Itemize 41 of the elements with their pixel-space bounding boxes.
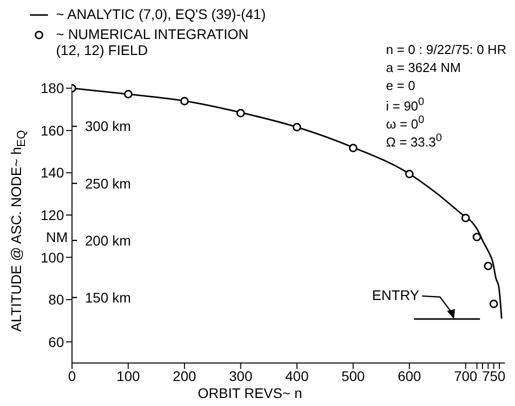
x-tick-label: 500	[341, 368, 366, 384]
y-tick-label: 60	[48, 334, 64, 350]
text: a = 3624 NM	[386, 60, 461, 75]
x-tick-label: 600	[398, 368, 422, 384]
y2-tick-label: 150 km	[85, 289, 131, 306]
x-tick-label: 400	[285, 368, 309, 384]
point	[124, 90, 132, 98]
point	[472, 232, 482, 242]
y-tick-label: 120	[40, 207, 64, 224]
y2-tick-label: 200 km	[85, 232, 131, 248]
y-tick-label: 140	[40, 164, 64, 181]
text: n = 0 : 9/22/75: 0 HR	[386, 42, 506, 57]
point	[180, 96, 189, 106]
legend-label: ~ ANALYTIC (7,0), EQ'S (39)-(41)	[56, 6, 266, 22]
point	[484, 262, 492, 270]
y2-tick-label: 300 km	[85, 118, 131, 134]
point	[348, 144, 358, 152]
annotation: i = 90$^{0}$	[386, 96, 424, 114]
x-tick-label: 750	[482, 368, 506, 384]
y-tick-label: 100	[40, 249, 64, 266]
y2-tick-label: 250 km	[85, 175, 131, 192]
y-tick-label: 160	[40, 122, 64, 138]
x-tick-label: 300	[229, 368, 253, 384]
annotation: ENTRY	[372, 287, 420, 303]
point	[292, 122, 302, 132]
y-tick-label: 80	[48, 292, 64, 308]
point	[461, 214, 470, 222]
x-tick-label: 700	[454, 368, 478, 384]
point	[405, 170, 414, 178]
y-tick-label: 180	[40, 80, 64, 96]
x-axis-title: ORBIT REVS~ n	[196, 385, 304, 401]
x-tick-label: 200	[172, 368, 196, 384]
annotation: Ω = 33.3$^{0}$	[386, 132, 442, 150]
legend-label: ~ NUMERICAL INTEGRATION (12, 12) FIELD	[56, 26, 250, 58]
point	[236, 108, 245, 118]
x-tick-label: 100	[116, 368, 140, 384]
annotation: e = 0	[386, 78, 416, 93]
x-tick-label: 0	[68, 368, 76, 384]
text: NM	[46, 229, 68, 245]
annotation: ω = 0$^{0}$	[386, 114, 424, 132]
point	[490, 300, 498, 308]
